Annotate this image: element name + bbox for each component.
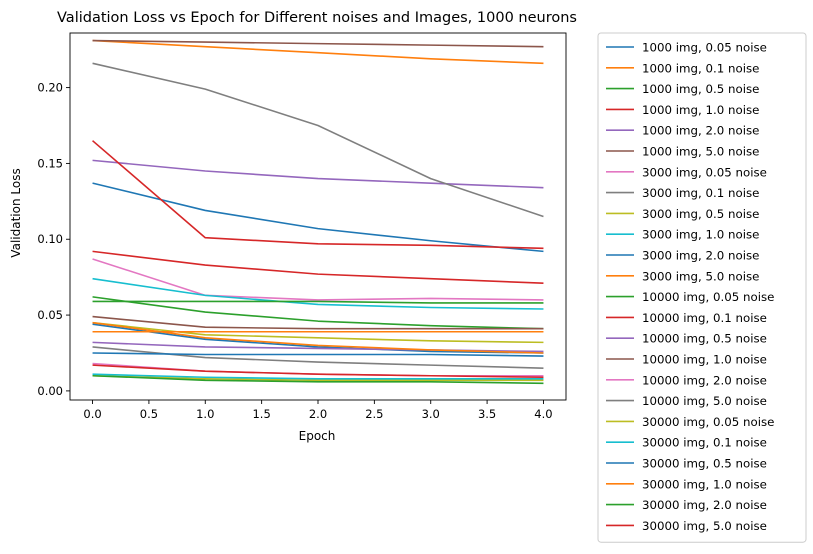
series-line-16	[92, 315, 544, 330]
legend-label-24: 30000 img, 5.0 noise	[642, 519, 767, 533]
x-tick-label: 4.0	[534, 407, 552, 421]
chart-title: Validation Loss vs Epoch for Different n…	[57, 10, 577, 26]
legend-label-6: 1000 img, 5.0 noise	[642, 145, 759, 159]
legend-label-18: 10000 img, 5.0 noise	[642, 394, 767, 408]
series-line-20	[92, 373, 544, 380]
legend-label-21: 30000 img, 0.5 noise	[642, 457, 767, 471]
x-tick-label: 2.0	[309, 407, 327, 421]
legend-label-10: 3000 img, 1.0 noise	[642, 228, 759, 242]
x-tick-label: 3.0	[422, 407, 440, 421]
legend-label-13: 10000 img, 0.05 noise	[642, 290, 774, 304]
series-line-7	[92, 258, 544, 301]
y-tick-label: 0.15	[37, 156, 63, 170]
plot-area	[69, 32, 567, 401]
legend-label-5: 1000 img, 2.0 noise	[642, 124, 759, 138]
series-line-11	[92, 323, 544, 354]
series-line-4	[92, 250, 544, 285]
x-tick-label: 1.5	[252, 407, 270, 421]
y-axis: 0.00 0.05 0.10 0.15 0.20	[37, 81, 70, 398]
legend-label-20: 30000 img, 0.1 noise	[642, 436, 767, 450]
legend-label-3: 1000 img, 0.5 noise	[642, 82, 759, 96]
legend-label-9: 3000 img, 0.5 noise	[642, 207, 759, 221]
x-tick-label: 3.5	[478, 407, 496, 421]
series-line-2	[92, 39, 544, 65]
x-tick-label: 0.5	[140, 407, 158, 421]
legend-label-14: 10000 img, 0.1 noise	[642, 311, 767, 325]
series-line-3	[92, 296, 544, 330]
series-line-8	[92, 62, 544, 218]
legend-label-19: 30000 img, 0.05 noise	[642, 415, 774, 429]
y-tick-label: 0.20	[37, 81, 63, 95]
series-line-23	[92, 374, 544, 385]
x-axis: 0.0 0.5 1.0 1.5 2.0 2.5 3.0 3.5 4.0	[83, 400, 553, 421]
y-tick-label: 0.00	[37, 384, 63, 398]
x-axis-label: Epoch	[299, 429, 336, 443]
legend-label-8: 3000 img, 0.1 noise	[642, 186, 759, 200]
legend-label-15: 10000 img, 0.5 noise	[642, 332, 767, 346]
y-axis-label: Validation Loss	[9, 168, 23, 257]
y-tick-label: 0.10	[37, 232, 63, 246]
legend-label-11: 3000 img, 2.0 noise	[642, 249, 759, 263]
series-line-9	[92, 321, 544, 344]
legend-label-22: 30000 img, 1.0 noise	[642, 477, 767, 491]
legend: 1000 img, 0.05 noise 1000 img, 0.1 noise 1…	[597, 32, 807, 543]
series-line-14	[92, 140, 544, 250]
legend-frame	[597, 32, 807, 543]
series-line-5	[92, 159, 544, 189]
legend-label-4: 1000 img, 1.0 noise	[642, 103, 759, 117]
x-tick-label: 2.5	[365, 407, 383, 421]
legend-label-12: 3000 img, 5.0 noise	[642, 269, 759, 283]
series-line-21	[92, 352, 544, 357]
legend-label-2: 1000 img, 0.1 noise	[642, 61, 759, 75]
legend-label-7: 3000 img, 0.05 noise	[642, 165, 767, 179]
x-tick-label: 1.0	[196, 407, 214, 421]
legend-label-1: 1000 img, 0.05 noise	[642, 41, 767, 55]
series-line-1	[92, 182, 544, 253]
series-line-10	[92, 277, 544, 310]
series-line-19	[92, 374, 544, 382]
series-line-22	[92, 321, 544, 354]
series-line-13	[92, 300, 544, 304]
legend-label-23: 30000 img, 2.0 noise	[642, 498, 767, 512]
legend-label-17: 10000 img, 2.0 noise	[642, 373, 767, 387]
series-line-24	[92, 364, 544, 379]
legend-label-16: 10000 img, 1.0 noise	[642, 353, 767, 367]
series-line-6	[92, 39, 544, 48]
y-tick-label: 0.05	[37, 308, 63, 322]
x-tick-label: 0.0	[83, 407, 101, 421]
